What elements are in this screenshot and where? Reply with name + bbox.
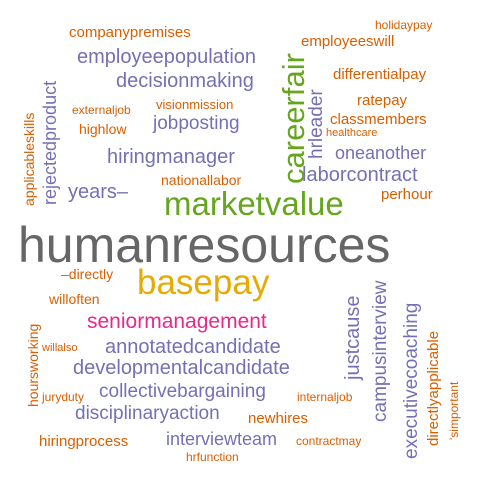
word-humanresources: humanresources [18, 217, 391, 273]
word-willalso: willalso [42, 342, 78, 354]
word-simportant: 'simportant [447, 381, 461, 440]
word-rejectedproduct: rejectedproduct [40, 80, 60, 205]
word-laborcontract: laborcontract [302, 164, 418, 186]
word-highlow: highlow [79, 121, 127, 137]
word-internaljob: internaljob [297, 390, 353, 404]
word-oneanother: oneanother [335, 143, 427, 163]
word-marketvalue: marketvalue [164, 185, 344, 222]
word-hrfunction: hrfunction [186, 450, 239, 464]
word-hrleader: hrleader [306, 89, 327, 159]
word-years: years– [68, 181, 129, 203]
word-companypremises: companypremises [69, 24, 191, 41]
word-directly: –directly [61, 266, 114, 282]
word-executivecoaching: executivecoaching [401, 302, 422, 459]
word-collectivebargaining: collectivebargaining [99, 381, 266, 402]
word-classmembers: classmembers [330, 111, 427, 128]
word-differentialpay: differentialpay [333, 66, 427, 83]
word-ratepay: ratepay [357, 92, 408, 109]
word-basepay: basepay [137, 263, 270, 302]
word-seniormanagement: seniormanagement [87, 310, 267, 333]
word-jobposting: jobposting [153, 113, 240, 134]
word-willoften: willoften [49, 291, 100, 307]
word-annotatedcandidate: annotatedcandidate [105, 336, 281, 358]
word-developmentalcandidate: developmentalcandidate [73, 357, 290, 379]
word-careerfair: careerfair [276, 53, 311, 184]
word-healthcare: healthcare [326, 127, 378, 139]
word-directlyapplicable: directlyapplicable [425, 330, 442, 446]
word-employeepopulation: employeepopulation [77, 46, 257, 68]
word-holidaypay: holidaypay [375, 18, 433, 32]
word-newhires: newhires [248, 410, 309, 427]
word-visionmission: visionmission [156, 97, 234, 112]
word-hiringprocess: hiringprocess [39, 433, 129, 450]
word-perhour: perhour [381, 186, 433, 203]
word-nationallabor: nationallabor [161, 172, 242, 188]
word-decisionmaking: decisionmaking [116, 70, 254, 92]
word-campusinterview: campusinterview [370, 280, 391, 423]
word-juryduty: juryduty [42, 390, 85, 404]
word-hiringmanager: hiringmanager [107, 146, 235, 168]
word-disciplinaryaction: disciplinaryaction [75, 403, 220, 424]
word-interviewteam: interviewteam [166, 429, 278, 449]
word-justcause: justcause [342, 295, 364, 381]
word-employeeswill: employeeswill [301, 33, 395, 50]
word-hoursworking: hoursworking [25, 323, 41, 407]
word-externaljob: externaljob [72, 103, 131, 117]
word-contractmay: contractmay [296, 434, 362, 448]
word-applicableskills: applicableskills [21, 112, 37, 206]
